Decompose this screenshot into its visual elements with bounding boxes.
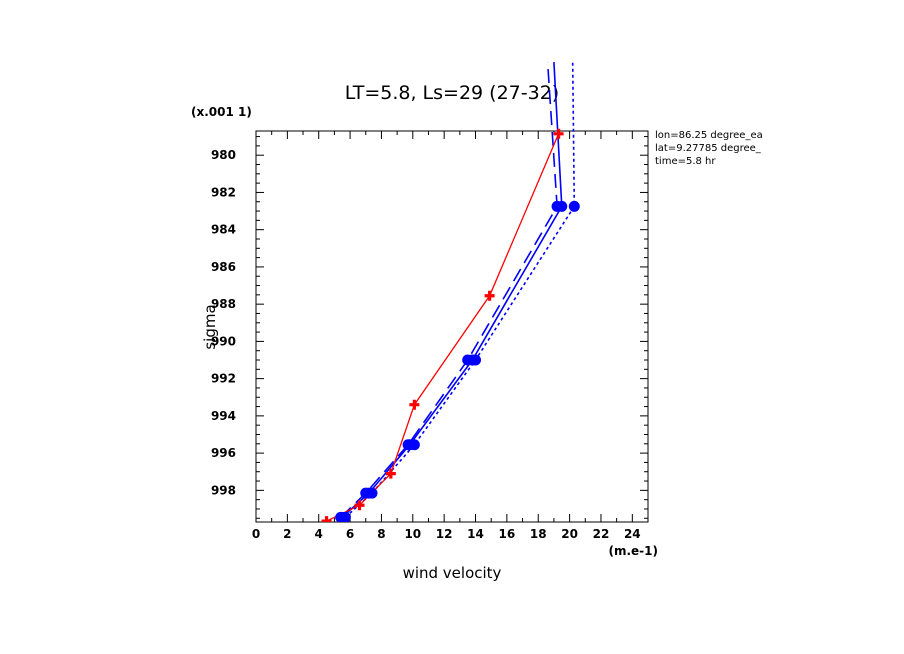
y-scale-note: (x.001 1) bbox=[191, 105, 252, 119]
x-tick-label: 20 bbox=[561, 527, 578, 541]
data-point bbox=[462, 354, 474, 366]
y-tick-label: 980 bbox=[211, 148, 236, 162]
y-tick-label: 990 bbox=[211, 334, 236, 348]
data-point bbox=[339, 511, 351, 522]
series-group bbox=[321, 62, 580, 522]
x-tick-label: 4 bbox=[315, 527, 323, 541]
y-tick-label: 998 bbox=[211, 483, 236, 497]
data-point bbox=[470, 354, 482, 366]
info-line-lat: lat=9.27785 degree_ bbox=[655, 143, 762, 154]
x-tick-label: 14 bbox=[467, 527, 484, 541]
data-point bbox=[408, 439, 420, 451]
plot-frame bbox=[255, 130, 649, 523]
y-tick-label: 982 bbox=[211, 185, 236, 199]
x-tick-label: 8 bbox=[377, 527, 385, 541]
data-point bbox=[321, 516, 332, 522]
y-tick-labels: 980 982 984 986 988 990 992 994 996 998 bbox=[211, 148, 236, 497]
x-tick-label: 16 bbox=[499, 527, 516, 541]
x-tick-label: 2 bbox=[283, 527, 291, 541]
series-line-model_long_dash bbox=[340, 62, 558, 518]
info-line-lon: lon=86.25 degree_ea bbox=[655, 130, 763, 141]
x-tick-labels: 0 2 4 6 8 10 12 14 16 18 20 22 24 bbox=[252, 527, 641, 541]
series-line-model_short_dash bbox=[344, 62, 576, 518]
x-tick-label: 22 bbox=[593, 527, 610, 541]
data-point bbox=[553, 128, 564, 139]
data-point bbox=[551, 200, 563, 212]
y-axis-label: sigma bbox=[201, 304, 219, 349]
y-tick-label: 992 bbox=[211, 372, 236, 386]
axis-ticks bbox=[255, 131, 649, 522]
data-point bbox=[568, 200, 580, 212]
chart-title: LT=5.8, Ls=29 (27-32) bbox=[345, 82, 559, 104]
x-tick-label: 18 bbox=[530, 527, 547, 541]
data-point bbox=[409, 399, 420, 410]
x-units-label: (m.e-1) bbox=[609, 544, 659, 558]
data-point bbox=[354, 500, 365, 511]
data-point bbox=[484, 290, 495, 301]
x-tick-label: 12 bbox=[436, 527, 453, 541]
y-tick-label: 988 bbox=[211, 297, 236, 311]
info-line-time: time=5.8 hr bbox=[655, 156, 716, 167]
x-axis-label: wind velocity bbox=[403, 564, 502, 582]
x-tick-label: 10 bbox=[404, 527, 421, 541]
series-line-reference bbox=[326, 133, 560, 522]
x-tick-label: 0 bbox=[252, 527, 260, 541]
series-line-model_solid bbox=[341, 62, 563, 518]
y-tick-label: 996 bbox=[211, 446, 236, 460]
y-tick-label: 984 bbox=[211, 223, 236, 237]
data-point bbox=[385, 468, 396, 479]
y-tick-label: 986 bbox=[211, 260, 236, 274]
x-tick-label: 6 bbox=[346, 527, 354, 541]
data-point bbox=[366, 487, 378, 499]
y-tick-label: 994 bbox=[211, 409, 236, 423]
x-tick-label: 24 bbox=[624, 527, 641, 541]
